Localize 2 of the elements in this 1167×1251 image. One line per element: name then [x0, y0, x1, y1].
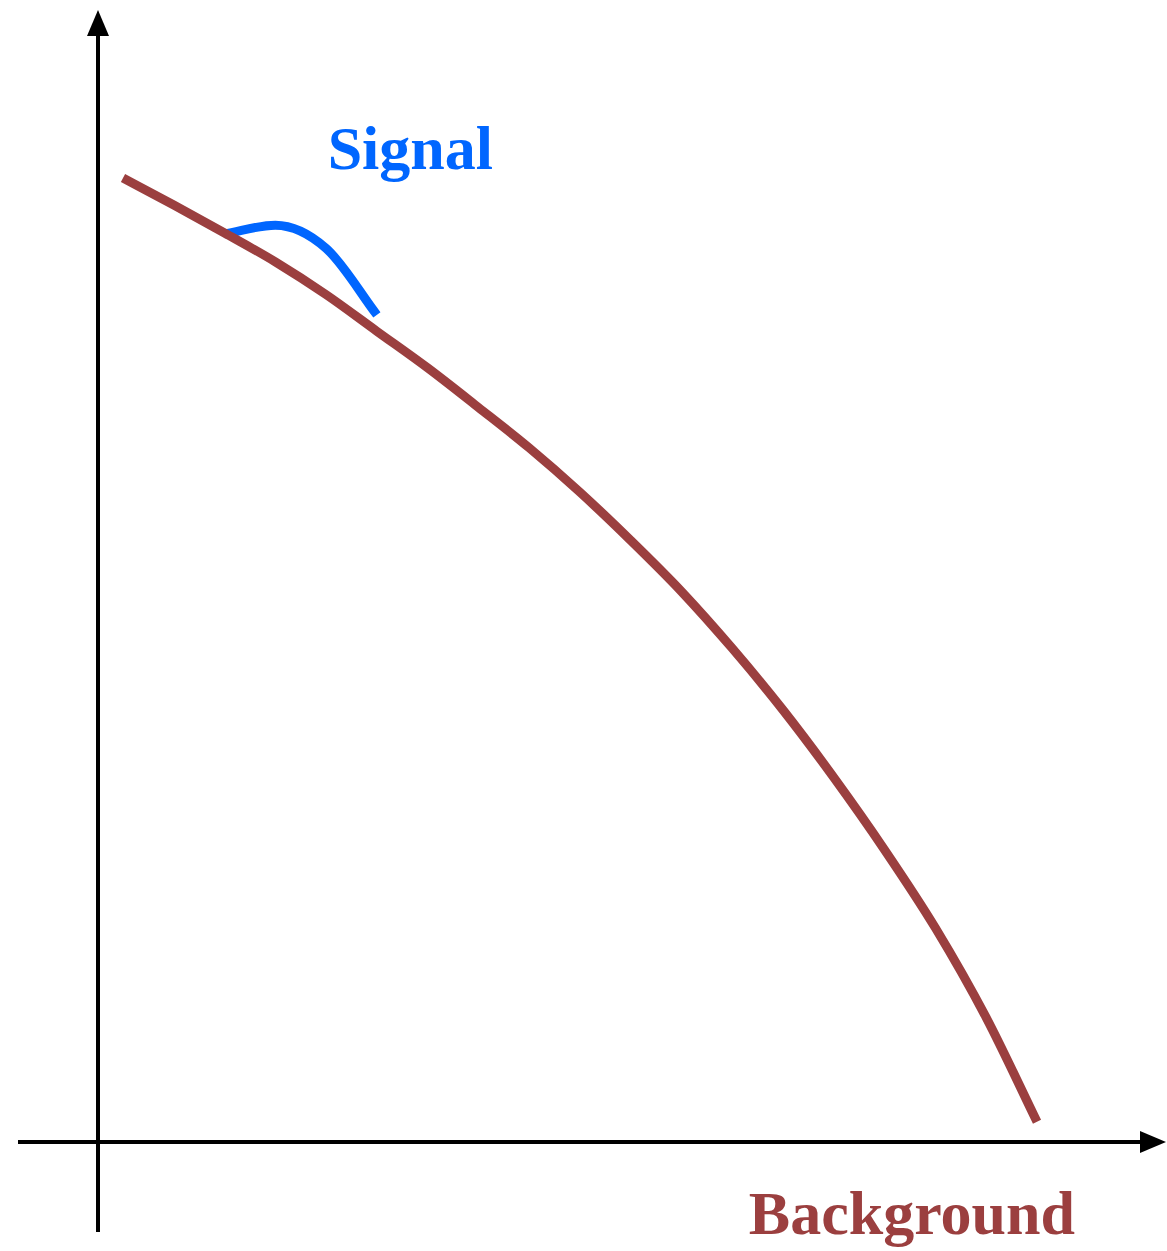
series-label: Signal	[327, 114, 494, 183]
series-label: Background	[748, 1179, 1075, 1248]
